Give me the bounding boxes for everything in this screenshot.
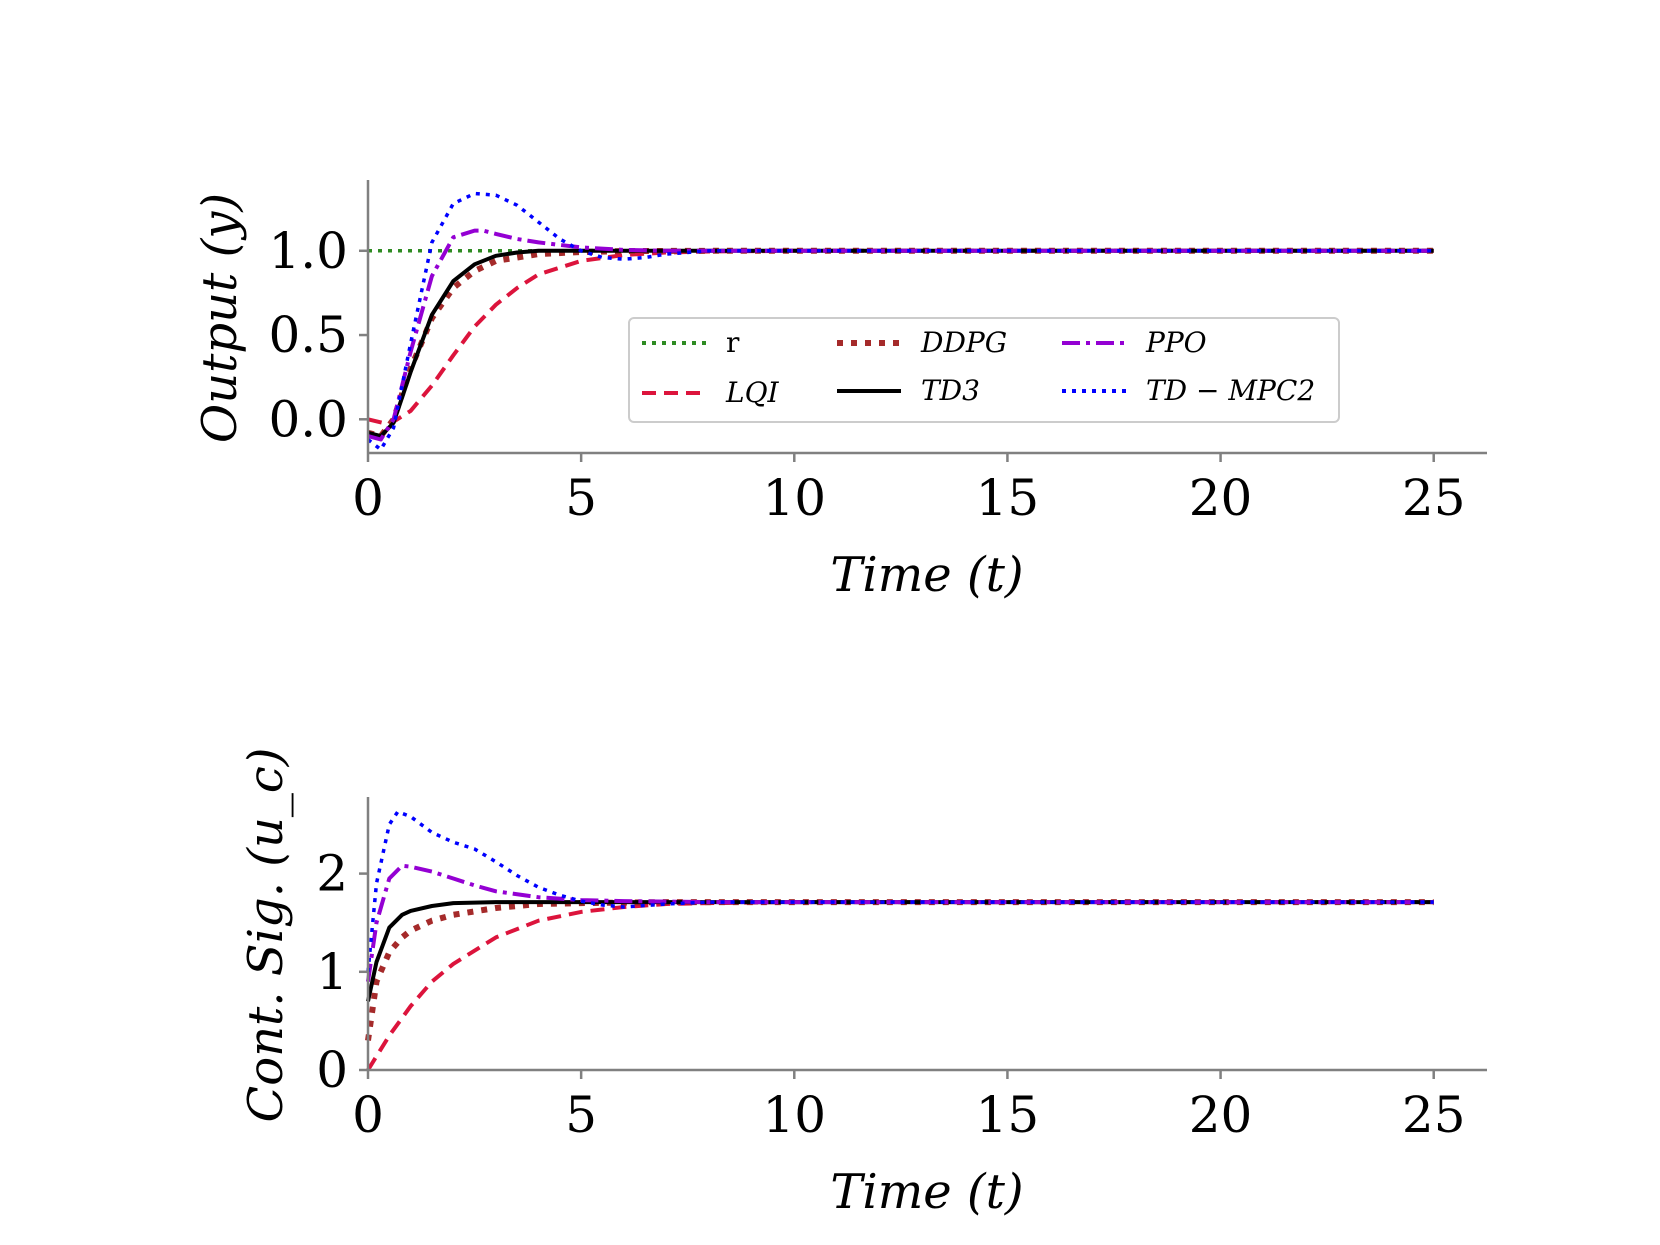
legend-label-r: r xyxy=(726,326,740,359)
output-x-axis-label: Time (t) xyxy=(830,547,1023,603)
output-x-tick-label: 10 xyxy=(762,469,826,527)
output-x-tick-label: 5 xyxy=(565,469,597,527)
series-control-ppo xyxy=(366,863,1434,982)
output-x-tick-label: 0 xyxy=(352,469,384,527)
control-x-tick-label: 10 xyxy=(762,1086,826,1144)
legend-label-td3: TD3 xyxy=(921,374,980,407)
series-output-ppo xyxy=(367,228,1434,442)
output-plot: 0 5 10 15 20 250.00.51.0 Time (t) Output (y) … xyxy=(192,180,1487,603)
output-y-axis-label: Output (y) xyxy=(192,193,248,443)
output-ticks: 0 5 10 15 20 25 0.0 0.5 1.0 xyxy=(268,222,1465,527)
control-x-tick-label: 25 xyxy=(1402,1086,1466,1144)
control-y-axis-label: Cont. Sig. (u_c) xyxy=(238,747,294,1122)
legend-label-lqi: LQI xyxy=(725,376,780,409)
control-x-tick-label: 20 xyxy=(1189,1086,1253,1144)
output-x-tick-label: 20 xyxy=(1189,469,1253,527)
legend-label-ddpg: DDPG xyxy=(920,326,1007,359)
control-x-tick-label: 5 xyxy=(565,1086,597,1144)
output-y-tick-label: 0.5 xyxy=(268,306,348,364)
output-y-tick-label: 1.0 xyxy=(268,222,348,280)
control-y-tick-label: 2 xyxy=(316,845,348,903)
legend-frame xyxy=(628,317,1340,423)
output-x-tick-label: 25 xyxy=(1402,469,1466,527)
legend-label-tdmpc2: TD − MPC2 xyxy=(1146,374,1315,407)
output-y-tick-label: 0.0 xyxy=(268,390,348,448)
control-x-tick-label: 15 xyxy=(976,1086,1040,1144)
series-control-td3 xyxy=(366,900,1434,1002)
legend: r LQI DDPG TD3 PPO TD − MPC2 xyxy=(628,317,1340,423)
control-y-tick-label: 1 xyxy=(316,943,348,1001)
control-ticks: 0 5 10 15 20 25 0 1 2 xyxy=(316,845,1465,1144)
control-y-tick-label: 0 xyxy=(316,1041,348,1099)
series-control-lqi xyxy=(366,900,1434,1072)
control-x-axis-label: Time (t) xyxy=(830,1164,1023,1220)
control-series-layer xyxy=(365,809,1434,1072)
output-x-tick-label: 15 xyxy=(976,469,1040,527)
series-output-td-mpc2 xyxy=(366,191,1434,452)
control-signal-plot: 0 5 10 15 20 25 0 1 2 Time (t) Cont. Sig. (u_c) xyxy=(238,747,1487,1220)
control-x-tick-label: 0 xyxy=(352,1086,384,1144)
output-series-layer xyxy=(366,191,1434,452)
legend-label-ppo: PPO xyxy=(1145,326,1207,359)
series-control-td-mpc2 xyxy=(366,809,1434,972)
